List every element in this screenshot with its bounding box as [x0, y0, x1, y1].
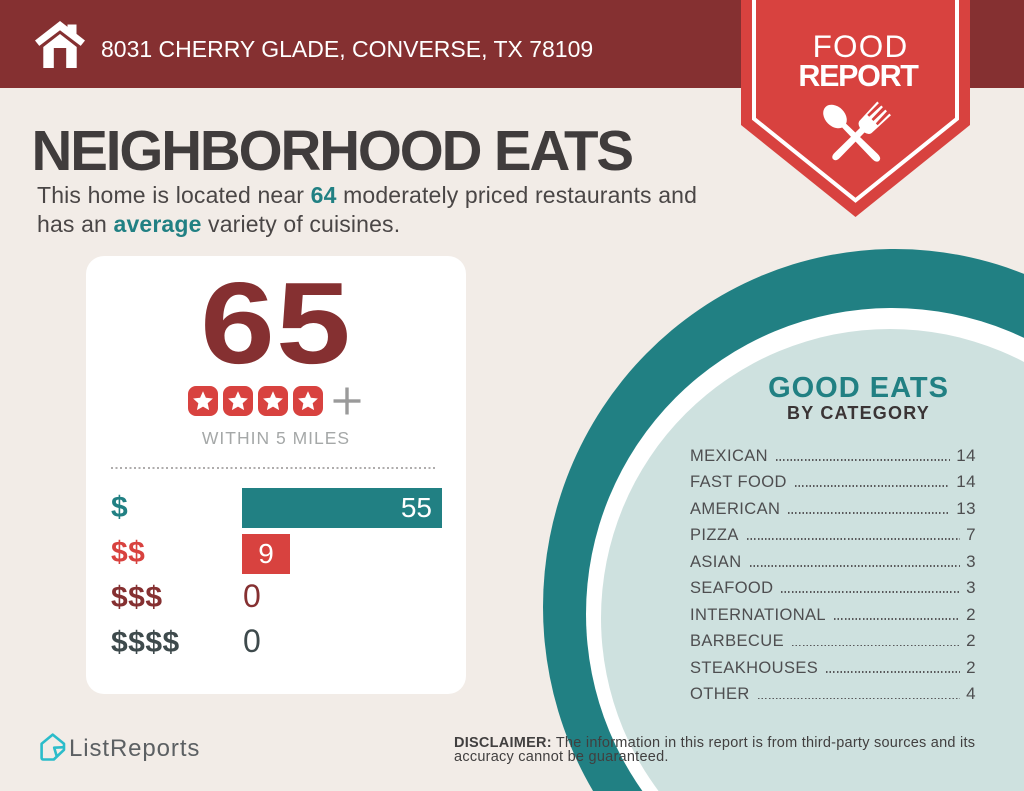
svg-text:FOOD: FOOD	[813, 28, 909, 64]
svg-text:REPORT: REPORT	[798, 59, 919, 93]
